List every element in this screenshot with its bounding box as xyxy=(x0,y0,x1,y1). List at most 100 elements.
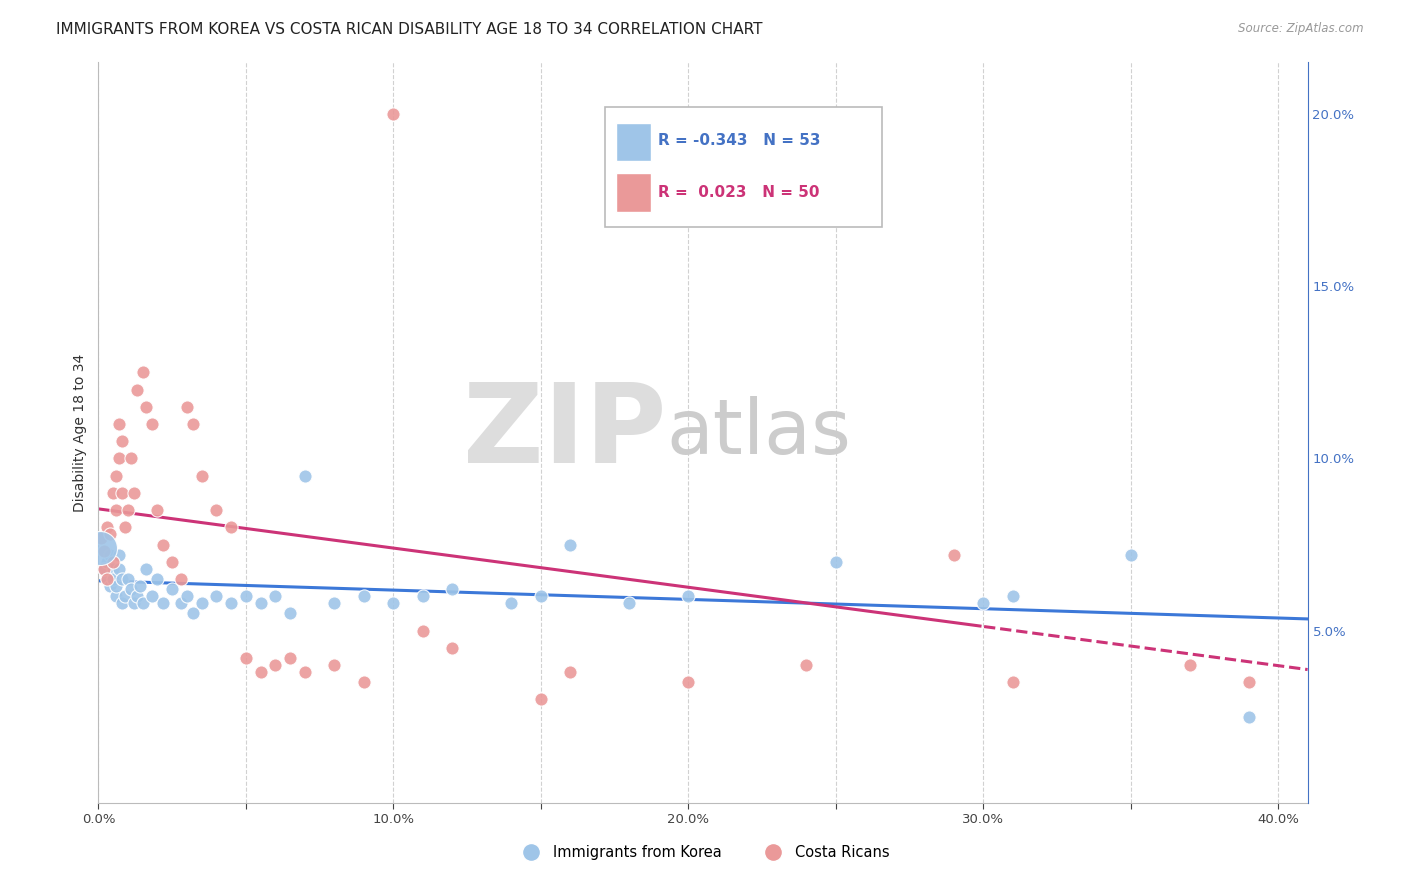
Point xyxy=(105,468,128,483)
Point xyxy=(135,400,157,414)
Point xyxy=(176,400,198,414)
Point xyxy=(278,607,301,621)
Text: atlas: atlas xyxy=(666,396,852,469)
Point xyxy=(249,596,271,610)
Point xyxy=(176,589,198,603)
Point xyxy=(101,561,124,575)
Point xyxy=(678,675,700,690)
Point xyxy=(125,589,148,603)
Point xyxy=(160,582,183,597)
Point xyxy=(96,572,118,586)
Point xyxy=(90,531,112,545)
Point xyxy=(101,555,124,569)
Point xyxy=(794,658,817,673)
Point xyxy=(190,596,212,610)
Point xyxy=(101,572,124,586)
Point xyxy=(120,451,142,466)
Point xyxy=(93,561,115,575)
Point xyxy=(323,596,346,610)
Point xyxy=(160,555,183,569)
Point xyxy=(141,417,163,431)
Point xyxy=(264,658,287,673)
Point xyxy=(205,503,228,517)
Point xyxy=(96,572,118,586)
Point xyxy=(190,468,212,483)
Point xyxy=(114,589,136,603)
Point xyxy=(108,548,131,562)
Point xyxy=(219,520,242,534)
Text: IMMIGRANTS FROM KOREA VS COSTA RICAN DISABILITY AGE 18 TO 34 CORRELATION CHART: IMMIGRANTS FROM KOREA VS COSTA RICAN DIS… xyxy=(56,22,762,37)
Point xyxy=(105,579,128,593)
Point xyxy=(105,503,128,517)
Point xyxy=(353,675,375,690)
Point xyxy=(120,582,142,597)
Point xyxy=(619,596,641,610)
Point xyxy=(117,572,139,586)
Point xyxy=(125,383,148,397)
Point xyxy=(93,544,115,558)
Point xyxy=(98,548,121,562)
Point xyxy=(108,561,131,575)
Point xyxy=(108,417,131,431)
Point xyxy=(170,572,193,586)
Text: R = -0.343   N = 53: R = -0.343 N = 53 xyxy=(658,134,821,148)
Point xyxy=(1237,675,1260,690)
Point xyxy=(181,607,204,621)
Point xyxy=(249,665,271,679)
Point xyxy=(1001,675,1024,690)
Point xyxy=(111,596,134,610)
Point xyxy=(824,555,846,569)
Point xyxy=(441,640,464,655)
Y-axis label: Disability Age 18 to 34: Disability Age 18 to 34 xyxy=(73,353,87,512)
Point xyxy=(1178,658,1201,673)
Point xyxy=(382,596,405,610)
Text: ZIP: ZIP xyxy=(464,379,666,486)
Point xyxy=(122,596,145,610)
Point xyxy=(90,531,112,545)
Point xyxy=(323,658,346,673)
Point xyxy=(219,596,242,610)
Legend: Immigrants from Korea, Costa Ricans: Immigrants from Korea, Costa Ricans xyxy=(510,839,896,866)
Point xyxy=(278,651,301,665)
Point xyxy=(98,527,121,541)
Point xyxy=(1119,548,1142,562)
Point xyxy=(678,589,700,603)
Point xyxy=(170,596,193,610)
Point xyxy=(89,541,111,555)
Point xyxy=(135,561,157,575)
Point xyxy=(235,651,257,665)
Point xyxy=(105,589,128,603)
Point xyxy=(530,589,553,603)
Point xyxy=(111,572,134,586)
Point xyxy=(152,596,174,610)
Point xyxy=(441,582,464,597)
Point xyxy=(235,589,257,603)
Point xyxy=(1001,589,1024,603)
Point xyxy=(972,596,994,610)
Point xyxy=(294,665,316,679)
Point xyxy=(412,624,434,638)
Point xyxy=(501,596,523,610)
Point xyxy=(117,503,139,517)
Point xyxy=(128,579,150,593)
Point xyxy=(942,548,965,562)
Point xyxy=(382,107,405,121)
Point xyxy=(111,434,134,449)
Text: R =  0.023   N = 50: R = 0.023 N = 50 xyxy=(658,185,820,200)
Point xyxy=(96,520,118,534)
Point xyxy=(353,589,375,603)
Point xyxy=(131,365,153,379)
Point xyxy=(93,561,115,575)
Point xyxy=(96,555,118,569)
Point xyxy=(141,589,163,603)
Point xyxy=(181,417,204,431)
Point xyxy=(205,589,228,603)
Point xyxy=(98,579,121,593)
Point xyxy=(101,486,124,500)
Point xyxy=(108,451,131,466)
Point xyxy=(146,503,169,517)
Point xyxy=(560,537,582,551)
Point xyxy=(131,596,153,610)
Point xyxy=(294,468,316,483)
Point xyxy=(853,211,876,225)
